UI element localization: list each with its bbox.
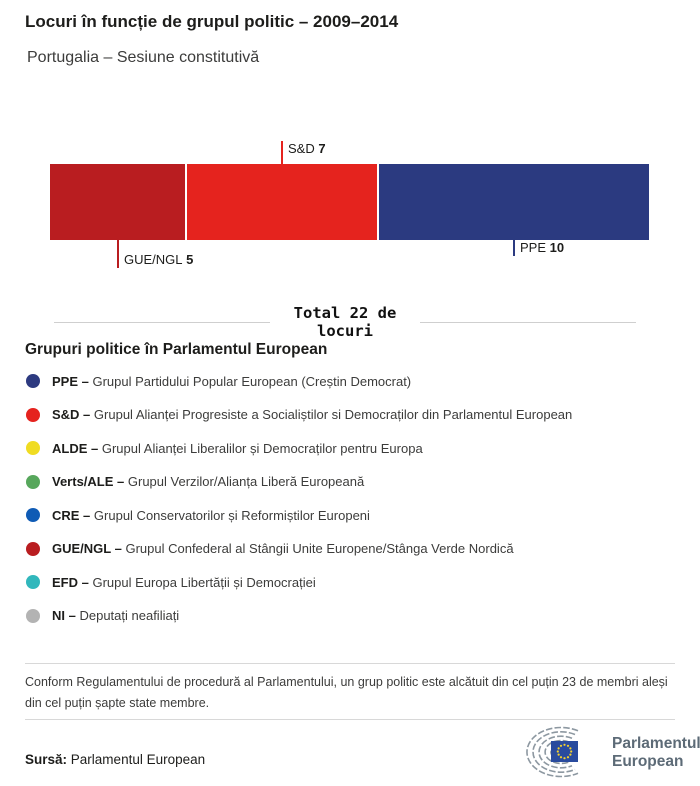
bar-label-tick-gue-ngl <box>117 240 119 268</box>
legend-desc-ni: Deputați neafiliați <box>79 608 180 623</box>
legend-item-ppe: PPE – Grupul Partidului Popular European… <box>26 373 572 389</box>
legend-desc-alde: Grupul Alianței Liberalilor și Democrați… <box>101 440 423 456</box>
total-label: Total 22 de locuri <box>293 304 397 340</box>
legend-abbr-cre: CRE – <box>52 507 91 523</box>
legend-desc-gue-ngl: Grupul Confederal al Stângii Unite Europ… <box>125 541 514 556</box>
bar-label-value-ppe: 10 <box>549 240 565 255</box>
eu-flag <box>551 741 578 762</box>
bar-label-text-ppe: PPE 10 <box>520 240 564 255</box>
bar-label-name-sd: S&D <box>288 141 315 156</box>
legend-item-verts-ale: Verts/ALE – Grupul Verzilor/Alianța Libe… <box>26 474 572 489</box>
logo-wordmark: Parlamentul European <box>612 735 700 771</box>
legend-dot-cre <box>26 508 40 522</box>
source-value: Parlamentul European <box>70 752 206 767</box>
total-rule-left <box>54 322 270 323</box>
legend-item-cre: CRE – Grupul Conservatorilor și Reformiș… <box>26 507 572 523</box>
legend-abbr-efd: EFD – <box>52 574 89 590</box>
legend-desc-sd: Grupul Alianței Progresiste a Socialiști… <box>93 407 573 422</box>
legend-item-ni: NI – Deputați neafiliați <box>26 608 572 623</box>
legend-abbr-gue-ngl: GUE/NGL – <box>52 541 122 556</box>
footnote: Conform Regulamentului de procedură al P… <box>25 675 668 710</box>
bar-label-text-sd: S&D 7 <box>288 141 326 156</box>
total-rule-right <box>420 322 636 323</box>
total-divider: Total 22 de locuri <box>54 304 636 340</box>
bar-label-name-ppe: PPE <box>520 240 547 255</box>
hemicycle-flag-icon <box>526 726 579 778</box>
logo-line1: Parlamentul <box>612 734 700 752</box>
eu-flag-stars <box>556 743 573 760</box>
legend-title: Grupuri politice în Parlamentul European <box>25 341 328 358</box>
bar-segment-s-d <box>187 164 377 240</box>
legend-item-gue-ngl: GUE/NGL – Grupul Confederal al Stângii U… <box>26 541 572 556</box>
bar-segment-gue-ngl <box>50 164 186 240</box>
legend-abbr-ni: NI – <box>52 608 76 623</box>
logo-line2: European <box>612 752 684 770</box>
bar-label-text-gue-ngl: GUE/NGL 5 <box>124 252 193 267</box>
divider-top <box>25 663 675 664</box>
legend-item-efd: EFD – Grupul Europa Libertății și Democr… <box>26 574 572 590</box>
legend-dot-ni <box>26 608 40 623</box>
legend-abbr-ppe: PPE – <box>52 373 89 389</box>
legend-desc-efd: Grupul Europa Libertății și Democrației <box>92 574 316 590</box>
legend-dot-sd <box>26 407 40 422</box>
legend-list: PPE – Grupul Partidului Popular European… <box>26 374 572 623</box>
page-subtitle: Portugalia – Sesiune constitutivă <box>27 49 260 66</box>
legend-dot-ppe <box>26 374 40 388</box>
divider-bottom <box>25 719 675 720</box>
bar-label-sd: S&D 7 <box>281 141 326 164</box>
stacked-bar <box>50 164 649 240</box>
page-title: Locuri în funcție de grupul politic – 20… <box>25 12 399 31</box>
source-line: Sursă: Parlamentul European <box>25 752 205 767</box>
bar-label-gue-ngl: GUE/NGL 5 <box>117 240 193 268</box>
legend-item-alde: ALDE – Grupul Alianței Liberalilor și De… <box>26 440 572 456</box>
legend-dot-gue-ngl <box>26 541 40 556</box>
bar-label-tick-sd <box>281 141 283 164</box>
legend-dot-efd <box>26 575 40 589</box>
legend-desc-ppe: Grupul Partidului Popular European (Creș… <box>92 373 412 389</box>
bar-label-value-gue-ngl: 5 <box>186 252 194 267</box>
legend-abbr-alde: ALDE – <box>52 440 99 456</box>
legend-abbr-verts-ale: Verts/ALE – <box>52 474 125 489</box>
source-label: Sursă: <box>25 752 68 767</box>
legend-desc-verts-ale: Grupul Verzilor/Alianța Liberă Europeană <box>127 474 365 489</box>
legend-dot-alde <box>26 441 40 455</box>
european-parliament-logo: Parlamentul European <box>513 726 700 779</box>
bar-label-name-gue-ngl: GUE/NGL <box>124 252 183 267</box>
legend-item-sd: S&D – Grupul Alianței Progresiste a Soci… <box>26 407 573 422</box>
bar-label-ppe: PPE 10 <box>513 240 564 256</box>
legend-abbr-sd: S&D – <box>52 407 91 422</box>
bar-segment-ppe <box>378 164 649 240</box>
legend-desc-cre: Grupul Conservatorilor și Reformiștilor … <box>93 507 370 523</box>
bar-label-value-sd: 7 <box>318 141 326 156</box>
bar-label-tick-ppe <box>513 240 515 256</box>
legend-dot-verts-ale <box>26 474 40 489</box>
